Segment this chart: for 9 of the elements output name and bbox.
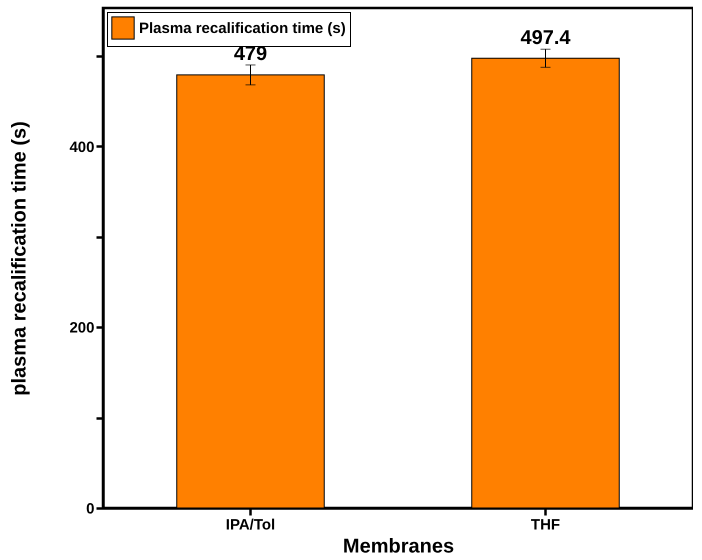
x-tick-label: IPA/Tol [226,516,276,534]
y-axis-title: plasma recalification time (s) [8,121,30,396]
data-label: 497.4 [520,27,572,50]
y-tick-label: 200 [69,320,94,337]
y-tick-label: 0 [86,500,94,518]
y-tick-label: 400 [69,138,94,156]
x-axis-title: Membranes [342,536,454,558]
x-tick-label: THF [530,516,560,534]
legend-label: Plasma recalification time (s) [139,20,346,37]
